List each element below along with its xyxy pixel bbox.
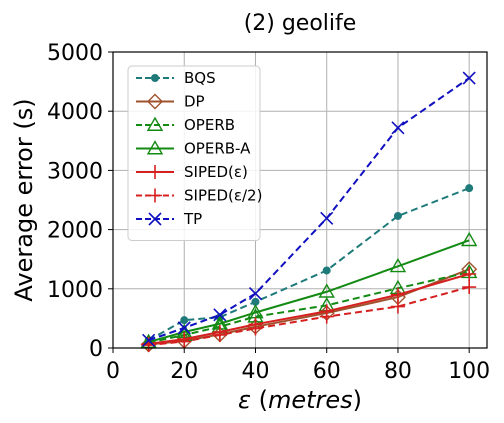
- y-axis-label: Average error (s): [10, 98, 38, 301]
- data-point: [180, 316, 189, 325]
- plot-frame: [112, 51, 488, 349]
- data-point: [460, 231, 478, 247]
- legend-label: OPERB-A: [184, 140, 251, 158]
- legend-label: BQS: [184, 69, 216, 87]
- x-tick-label: 40: [241, 359, 269, 384]
- legend-label: SIPED(ε): [184, 163, 248, 181]
- legend-marker: [147, 93, 163, 110]
- y-tick-label: 1000: [47, 278, 103, 303]
- series-line: [148, 273, 470, 345]
- series-SIPED(ε): [141, 267, 477, 351]
- legend-entry: OPERB: [136, 116, 235, 134]
- y-tick-label: 2000: [47, 219, 103, 244]
- data-point: [389, 257, 407, 273]
- series-OPERB: [140, 263, 478, 349]
- data-point: [213, 308, 227, 322]
- y-tick-label: 5000: [47, 41, 103, 66]
- legend-marker: [148, 212, 162, 226]
- legend-label: DP: [184, 93, 205, 111]
- legend-marker: [148, 165, 162, 179]
- data-point: [322, 266, 331, 275]
- legend-entry: SIPED(ε): [136, 163, 248, 181]
- legend-label: SIPED(ε/2): [184, 187, 262, 205]
- x-axis-label: ε (metres): [238, 386, 362, 414]
- data-point: [391, 121, 405, 135]
- x-tick-label: 0: [106, 359, 120, 384]
- x-axis-label-unit: metres: [268, 386, 353, 414]
- legend-entry: BQS: [136, 69, 216, 87]
- legend-marker: [151, 74, 159, 82]
- x-tick-label: 80: [384, 359, 412, 384]
- series-TP: [142, 71, 476, 347]
- legend-marker: [146, 140, 164, 155]
- data-point: [319, 309, 334, 324]
- y-tick-label: 0: [89, 337, 103, 362]
- data-point: [462, 71, 476, 85]
- y-tick-label: 3000: [47, 159, 103, 184]
- legend-marker: [148, 188, 162, 203]
- data-point: [390, 299, 405, 314]
- data-point: [177, 334, 192, 349]
- legend-label: TP: [183, 210, 202, 228]
- series-SIPED(ε/2): [141, 280, 477, 353]
- legend-entry: SIPED(ε/2): [136, 187, 262, 205]
- data-point: [465, 184, 474, 193]
- x-tick-label: 60: [313, 359, 341, 384]
- data-point: [248, 286, 263, 301]
- series-line: [148, 271, 470, 344]
- chart-title: (2) geolife: [244, 11, 357, 36]
- legend-entry: DP: [136, 93, 205, 111]
- data-point: [320, 211, 334, 225]
- data-point: [318, 283, 335, 298]
- legend: BQS DP OPERB OPERB-A SIPED(ε) SIPED(ε/2) TP: [127, 65, 262, 241]
- series-OPERB-A: [140, 231, 478, 349]
- y-tick-label: 4000: [47, 100, 103, 125]
- data-point: [142, 333, 156, 347]
- x-tick-label: 100: [448, 359, 490, 384]
- series-line: [148, 239, 470, 344]
- legend-entry: TP: [136, 210, 202, 228]
- legend-label: OPERB: [184, 116, 235, 134]
- data-point: [177, 321, 191, 335]
- data-point: [248, 321, 263, 336]
- data-point: [390, 287, 405, 302]
- data-point: [393, 211, 402, 220]
- series-line: [148, 268, 470, 346]
- x-axis-label-symbol: ε: [238, 386, 251, 414]
- data-point: [462, 280, 477, 295]
- x-tick-label: 20: [170, 359, 198, 384]
- legend-entry: OPERB-A: [136, 140, 251, 158]
- legend-box: [127, 65, 261, 241]
- legend-marker: [146, 116, 164, 131]
- series-layer: [140, 71, 478, 353]
- data-point: [462, 267, 477, 281]
- data-point: [212, 327, 227, 342]
